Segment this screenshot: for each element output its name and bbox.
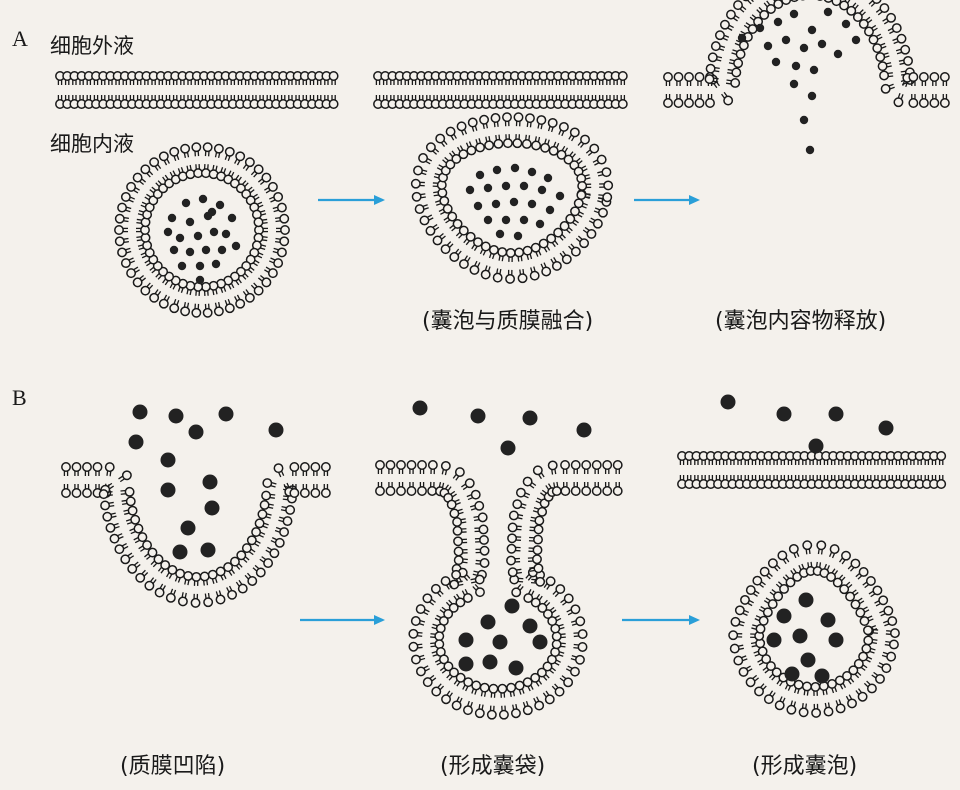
a2-plasma-membrane	[374, 72, 627, 108]
panel-a-letter: A	[12, 26, 28, 52]
a1-vesicle-contents	[164, 195, 240, 284]
b2-pocket-membrane	[376, 461, 622, 719]
intracellular-fluid-label: 细胞内液	[50, 128, 134, 158]
panel-b-letter: B	[12, 385, 27, 411]
a1-vesicle	[115, 143, 289, 317]
extracellular-fluid-label: 细胞外液	[50, 30, 134, 60]
b-arrow-1	[300, 615, 385, 625]
caption-vesicle-formation: (形成囊泡)	[752, 748, 857, 780]
b3-plasma-membrane	[678, 452, 946, 488]
b3-pinched-vesicle	[729, 541, 899, 717]
b-arrow-2	[622, 615, 700, 625]
a3-open-membrane	[664, 0, 949, 107]
a2-vesicle-contents	[466, 164, 564, 240]
a-arrow-2	[634, 195, 700, 205]
caption-pocket-formation: (形成囊袋)	[440, 748, 545, 780]
a2-fused-vesicle	[412, 113, 613, 283]
b1-invaginated-membrane	[62, 463, 330, 607]
a1-plasma-membrane	[56, 72, 338, 108]
caption-membrane-invagination: (质膜凹陷)	[120, 748, 225, 780]
a-arrow-1	[318, 195, 385, 205]
caption-vesicle-fusion: (囊泡与质膜融合)	[422, 303, 593, 335]
caption-content-release: (囊泡内容物释放)	[715, 303, 886, 335]
